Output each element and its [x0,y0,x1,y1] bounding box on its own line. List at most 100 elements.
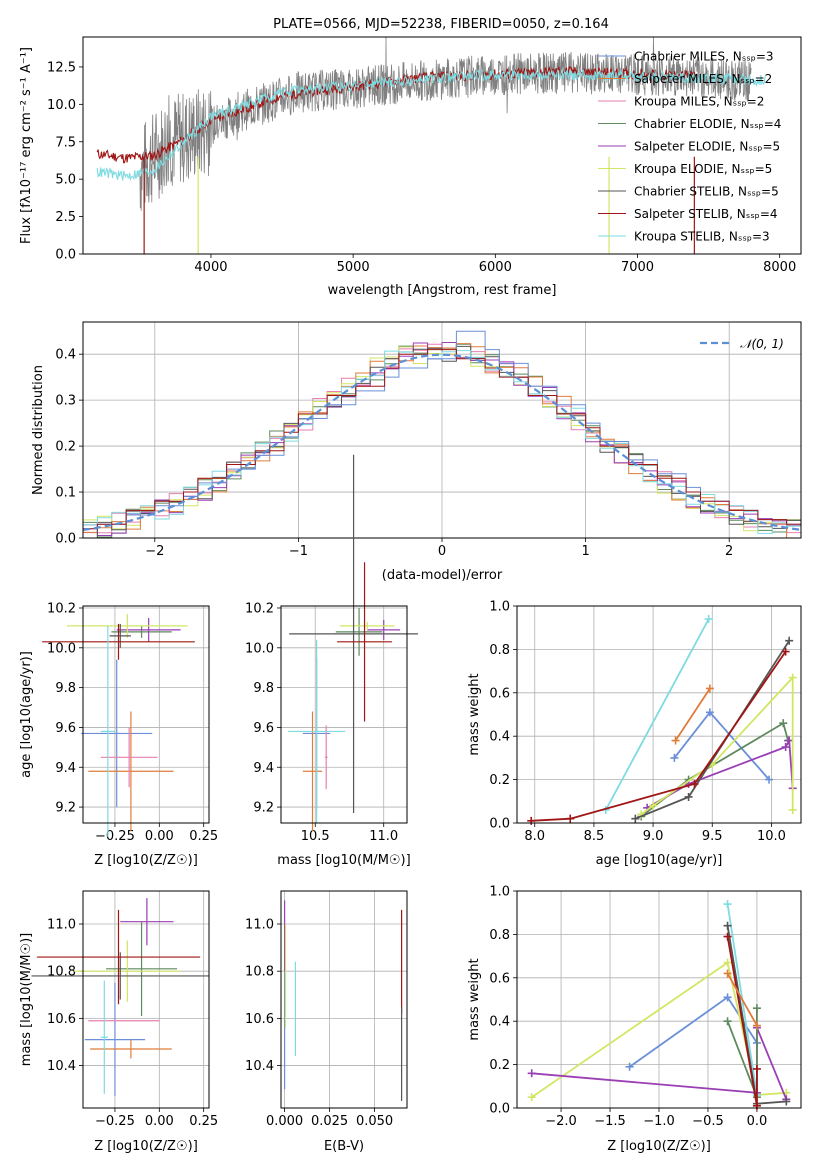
agew-series-line [646,737,794,809]
zw-series-point [723,900,732,909]
zage-ytick-label: 9.2 [55,801,76,816]
zw-series-point [782,1097,791,1106]
spectrum-ytick-label: 12.5 [47,60,76,75]
spectrum-ytick-label: 5.0 [55,173,76,188]
ebv-xtick-label: 0.000 [266,1114,303,1129]
zw-series-point [527,1069,536,1078]
zw-xtick-label: −1.0 [643,1114,675,1129]
zw-series-point [723,932,732,941]
massage-ytick-label: 10.2 [245,601,274,616]
spectrum-ytick-label: 7.5 [55,135,76,150]
hist-xtick-label: −2 [145,544,164,559]
hist-ytick-label: 0.4 [55,348,76,363]
hist-ylabel: Normed distribution [31,365,46,495]
zmass-xtick-label: 0.00 [145,1114,174,1129]
massage-xtick-label: 11.0 [369,829,398,844]
zmass-ytick-label: 10.4 [47,1059,76,1074]
zw-series-point [723,969,732,978]
agew-series-point [781,743,790,752]
agew-series-line [640,721,789,818]
spectrum-xlabel: wavelength [Angstrom, rest frame] [328,283,557,298]
massage-ytick-label: 9.2 [253,801,274,816]
spectrum-legend-label: Salpeter ELODIE, Nₛₛₚ=5 [634,140,780,154]
age-vs-mass-weight-panel: 8.0 8.5 9.0 9.5 10.0 0.0 0.2 0.4 0.6 0.8 1.0 age [l… [467,600,802,868]
z-vs-mass-panel: −0.25 0.00 0.25 10.4 10.6 10.8 11.0 Z [log10(Z/… [19,890,218,1154]
zage-xlabel: Z [log10(Z/Z☉)] [94,853,198,868]
hist-ytick-label: 0.0 [55,532,76,547]
hist-xtick-label: −1 [289,544,308,559]
massage-xlabel: mass [log10(M/M☉)] [277,853,410,868]
spectrum-xtick-label: 8000 [763,260,796,275]
ebv-xlabel: E(B-V) [324,1139,364,1154]
hist-xlabel: (data-model)/error [382,568,503,583]
agew-series-point [670,753,679,762]
agew-ytick-label: 0.0 [489,817,510,832]
zw-xtick-label: −2.0 [545,1114,577,1129]
hist-xtick-label: 1 [581,544,589,559]
massage-ytick-label: 9.6 [253,721,274,736]
hist-ytick-label: 0.1 [55,486,76,501]
agew-series-point [631,814,640,823]
agew-xtick-label: 8.0 [524,829,545,844]
spectrum-panel: PLATE=0566, MJD=52238, FIBERID=0050, z=0… [19,17,802,298]
zmass-ylabel: mass [log10(M/M☉)] [19,933,34,1066]
agew-series-line [640,675,794,816]
zmass-xtick-label: 0.25 [189,1114,218,1129]
spectrum-legend-label: Salpeter MILES, Nₛₛₚ=2 [634,72,772,86]
ebv-vs-mass-panel: 0.000 0.025 0.050 10.4 10.6 10.8 11.0 E(B-V) [245,890,408,1154]
zmass-ytick-label: 11.0 [47,918,76,933]
agew-series-point [705,684,714,693]
agew-series-line [605,618,710,811]
spectrum-title: PLATE=0566, MJD=52238, FIBERID=0050, z=0… [273,17,609,32]
ebv-frame [280,890,408,1109]
ebv-ytick-label: 10.8 [245,965,274,980]
hist-frame [82,321,802,539]
massage-ytick-label: 9.8 [253,681,274,696]
massage-ytick-label: 9.4 [253,761,274,776]
agew-series-point [785,636,794,645]
zw-series-point [752,1021,761,1030]
hist-plot-area [83,330,801,538]
spectrum-ytick-label: 2.5 [55,210,76,225]
ebv-ytick-label: 11.0 [245,918,274,933]
model-spectrum-line [96,68,766,182]
zw-ytick-label: 0.0 [489,1102,510,1117]
hist-ytick-label: 0.2 [55,440,76,455]
zw-series-line [726,973,758,1026]
hist-series-step [83,349,801,530]
zw-ytick-label: 0.6 [489,971,510,986]
zw-xtick-label: −1.5 [594,1114,626,1129]
spectrum-xtick-label: 4000 [194,260,227,275]
spectrum-legend-label: Chabrier STELIB, Nₛₛₚ=5 [634,185,779,199]
massage-xtick-label: 10.5 [301,829,330,844]
zage-frame [82,605,210,824]
spectrum-legend-label: Chabrier MILES, Nₛₛₚ=3 [634,50,774,64]
zw-ytick-label: 0.8 [489,928,510,943]
agew-series-point [765,775,774,784]
zage-xtick-label: 0.25 [189,829,218,844]
zw-xtick-label: 0.0 [747,1114,768,1129]
agew-ytick-label: 0.6 [489,686,510,701]
zage-ytick-label: 10.0 [47,641,76,656]
zw-series-point [752,1004,761,1013]
agew-series-point [566,814,575,823]
zw-series-point [527,1093,536,1102]
zmass-ytick-label: 10.8 [47,965,76,980]
agew-series-point [527,816,536,825]
spectrum-ytick-label: 10.0 [47,98,76,113]
agew-series-point [779,719,788,728]
zmass-xlabel: Z [log10(Z/Z☉)] [94,1139,198,1154]
zw-series-point [723,993,732,1002]
agew-series-point [788,805,797,814]
agew-xlabel: age [log10(age/yr)] [596,853,723,868]
agew-series-point [671,736,680,745]
zage-ytick-label: 9.4 [55,761,76,776]
spectrum-xtick-label: 7000 [621,260,654,275]
zage-ytick-label: 9.6 [55,721,76,736]
agew-ytick-label: 0.8 [489,643,510,658]
zw-xtick-label: −0.5 [692,1114,724,1129]
zmass-ytick-label: 10.6 [47,1012,76,1027]
ebv-ytick-label: 10.4 [245,1059,274,1074]
zw-ytick-label: 1.0 [489,885,510,900]
agew-series-line [531,651,787,822]
